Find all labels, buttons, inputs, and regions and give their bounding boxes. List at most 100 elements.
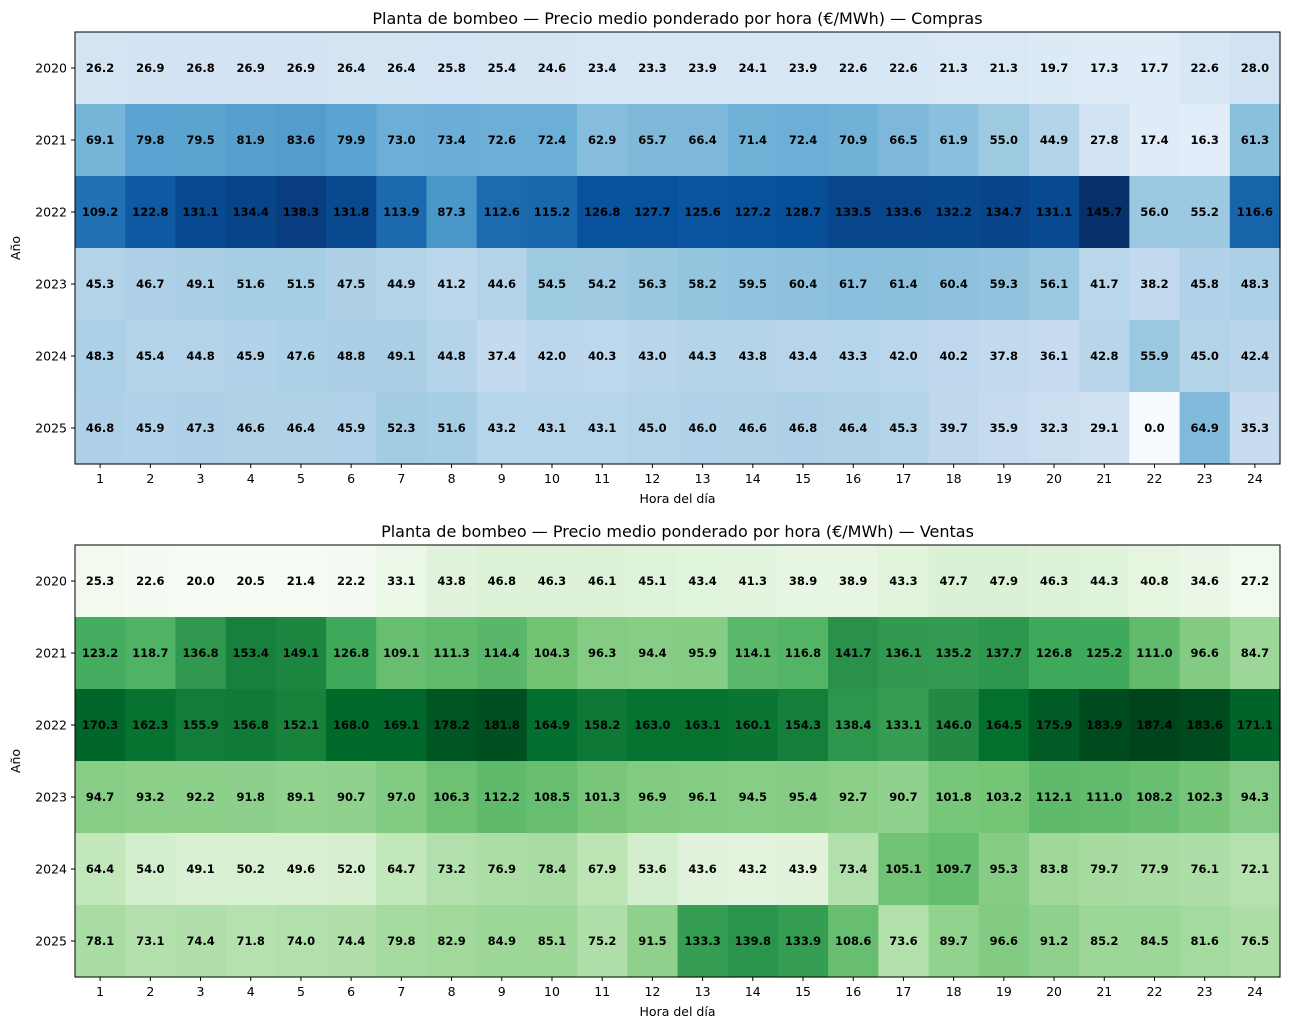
heatmap-cell: [1028, 104, 1080, 177]
cell-value-label: 21.3: [990, 61, 1018, 75]
heatmap-cell: [225, 689, 277, 762]
heatmap-cell: [1179, 761, 1231, 834]
heatmap-cell: [175, 104, 227, 177]
cell-value-label: 87.3: [437, 205, 465, 219]
cell-value-label: 116.8: [785, 646, 821, 660]
heatmap-cell: [175, 689, 227, 762]
cell-value-label: 43.3: [839, 349, 867, 363]
cell-value-label: 22.6: [136, 574, 164, 588]
heatmap-cell: [326, 176, 377, 249]
heatmap-cell: [75, 833, 126, 906]
heatmap-cell: [326, 104, 377, 177]
x-tick-label: 6: [347, 984, 355, 999]
heatmap-cell: [275, 905, 327, 978]
heatmap-cell: [627, 176, 679, 249]
cell-value-label: 79.7: [1090, 862, 1118, 876]
x-tick-label: 21: [1096, 984, 1112, 999]
cell-value-label: 43.3: [889, 574, 917, 588]
heatmap-cell: [978, 689, 1030, 762]
heatmap-cell: [125, 761, 177, 834]
cell-value-label: 32.3: [1040, 421, 1068, 435]
cell-value-label: 126.8: [584, 205, 620, 219]
cell-value-label: 79.5: [186, 133, 214, 147]
cell-value-label: 40.8: [1140, 574, 1168, 588]
cell-value-label: 22.2: [337, 574, 365, 588]
heatmap-cell: [1179, 689, 1231, 762]
cell-value-label: 52.0: [337, 862, 365, 876]
heatmap-cell: [1028, 392, 1080, 465]
heatmap-cell: [828, 905, 879, 978]
heatmap-cell: [577, 905, 628, 978]
heatmap-cell: [677, 32, 729, 105]
heatmap-cell: [1028, 248, 1080, 321]
cell-value-label: 163.0: [634, 718, 670, 732]
x-tick-label: 8: [448, 984, 456, 999]
heatmap-cell: [928, 320, 980, 393]
heatmap-cell: [326, 320, 377, 393]
cell-value-label: 96.6: [990, 934, 1018, 948]
cell-value-label: 82.9: [437, 934, 465, 948]
heatmap-cell: [526, 176, 578, 249]
cell-value-label: 47.6: [287, 349, 315, 363]
heatmap-cell: [526, 320, 578, 393]
heatmap-cell: [777, 248, 829, 321]
cell-value-label: 51.5: [287, 277, 315, 291]
x-tick-label: 8: [448, 471, 456, 486]
chart-title: Planta de bombeo — Precio medio ponderad…: [381, 522, 974, 541]
x-tick-label: 15: [795, 984, 811, 999]
heatmap-cell: [928, 617, 980, 690]
cell-value-label: 83.6: [287, 133, 315, 147]
heatmap-cell: [326, 617, 377, 690]
cell-value-label: 51.6: [237, 277, 265, 291]
cell-value-label: 17.7: [1140, 61, 1168, 75]
heatmap-ventas: 25.3 22.6 20.0 20.5 21.4 22.2 33.1 43.8 46.8 46.3…: [8, 522, 1281, 1019]
cell-value-label: 85.2: [1090, 934, 1118, 948]
heatmap-cell: [727, 689, 779, 762]
x-tick-label: 13: [695, 984, 711, 999]
cell-value-label: 43.1: [538, 421, 566, 435]
heatmap-cell: [1129, 104, 1181, 177]
heatmap-cell: [677, 905, 729, 978]
heatmap-cell: [677, 320, 729, 393]
y-tick-label: 2022: [35, 205, 67, 220]
heatmap-cell: [175, 176, 227, 249]
heatmap-cell: [1079, 320, 1130, 393]
heatmap-cell: [175, 392, 227, 465]
x-tick-label: 3: [197, 984, 205, 999]
cell-value-label: 29.1: [1090, 421, 1118, 435]
cell-value-label: 41.7: [1090, 277, 1118, 291]
cell-value-label: 149.1: [283, 646, 319, 660]
cell-value-label: 43.8: [437, 574, 465, 588]
cell-value-label: 46.1: [588, 574, 616, 588]
heatmap-cell: [1079, 833, 1130, 906]
heatmap-cell: [627, 905, 679, 978]
cell-value-label: 49.1: [387, 349, 415, 363]
cell-value-label: 56.1: [1040, 277, 1068, 291]
heatmap-cell: [1229, 761, 1281, 834]
heatmap-cell: [777, 320, 829, 393]
heatmap-cell: [376, 392, 428, 465]
heatmap-cell: [978, 320, 1030, 393]
cell-value-label: 126.8: [1036, 646, 1072, 660]
cell-value-label: 135.2: [935, 646, 971, 660]
x-tick-label: 13: [695, 471, 711, 486]
cell-value-label: 111.0: [1086, 790, 1122, 804]
heatmap-cell: [828, 176, 879, 249]
heatmap-cell: [476, 761, 528, 834]
cell-value-label: 85.1: [538, 934, 566, 948]
cell-value-label: 132.2: [935, 205, 971, 219]
heatmap-cell: [75, 32, 126, 105]
cell-value-label: 44.9: [387, 277, 415, 291]
heatmap-cell: [376, 32, 428, 105]
cell-value-label: 109.7: [935, 862, 971, 876]
heatmap-cell: [275, 617, 327, 690]
heatmap-cell: [1229, 545, 1281, 618]
cell-value-label: 101.8: [935, 790, 971, 804]
heatmap-cell: [426, 545, 478, 618]
x-axis-label: Hora del día: [640, 491, 716, 506]
cell-value-label: 46.6: [739, 421, 767, 435]
heatmap-cell: [426, 905, 478, 978]
x-tick-label: 6: [347, 471, 355, 486]
cell-value-label: 114.4: [484, 646, 520, 660]
